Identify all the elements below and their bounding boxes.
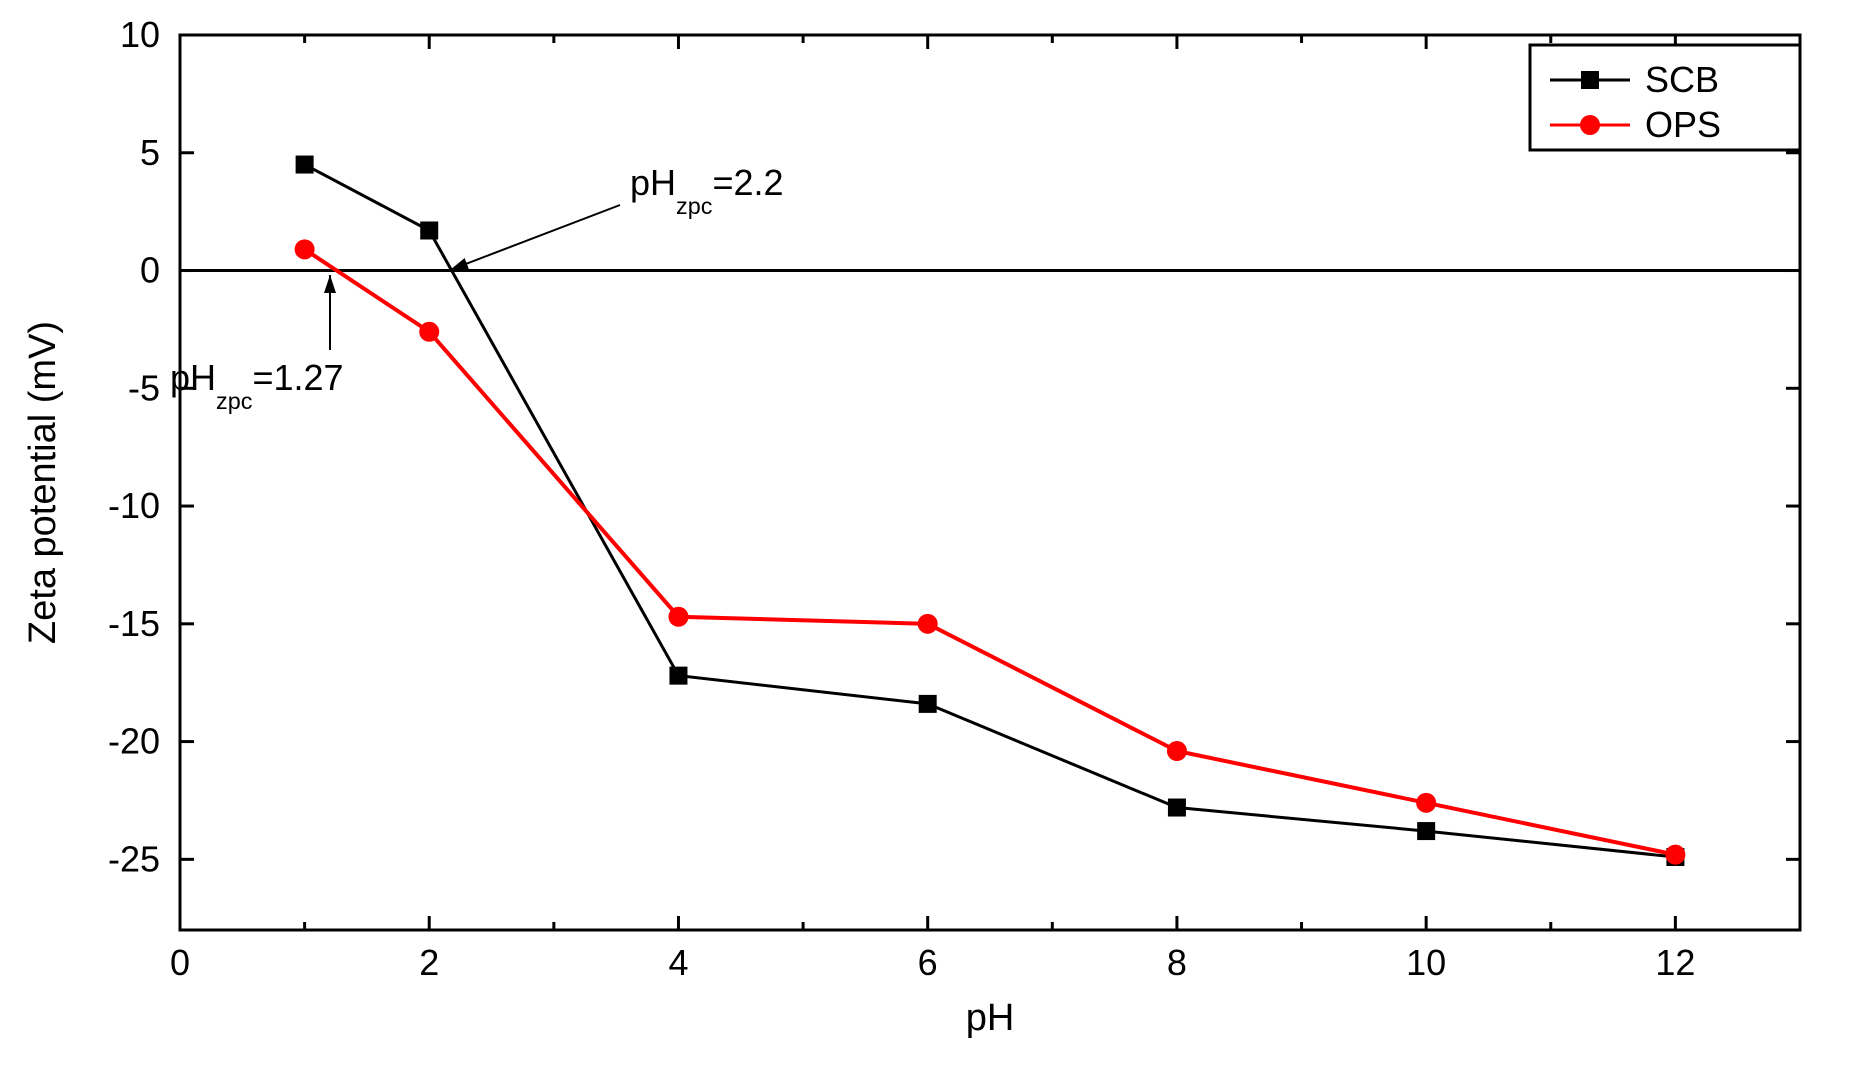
y-tick-label: -25 — [108, 838, 160, 879]
x-tick-label: 10 — [1406, 942, 1446, 983]
marker-square — [296, 156, 314, 174]
marker-circle — [918, 614, 938, 634]
y-tick-label: 10 — [120, 14, 160, 55]
x-tick-label: 4 — [668, 942, 688, 983]
marker-square — [919, 695, 937, 713]
marker-circle — [668, 607, 688, 627]
marker-square — [1417, 822, 1435, 840]
legend-marker-circle — [1580, 115, 1600, 135]
y-tick-label: 0 — [140, 250, 160, 291]
marker-circle — [419, 322, 439, 342]
marker-circle — [1167, 741, 1187, 761]
y-axis-label: Zeta potential (mV) — [22, 321, 64, 644]
x-tick-label: 8 — [1167, 942, 1187, 983]
y-tick-label: -5 — [128, 367, 160, 408]
y-tick-label: -10 — [108, 485, 160, 526]
chart-svg: 0 2 4 6 8 10 12 -25 -20 -15 -10 -5 0 5 10 pH Zeta potent… — [0, 0, 1872, 1065]
x-tick-label: 6 — [918, 942, 938, 983]
y-tick-label: -15 — [108, 603, 160, 644]
marker-circle — [1665, 845, 1685, 865]
legend-label: OPS — [1645, 104, 1721, 145]
y-tick-label: -20 — [108, 721, 160, 762]
legend-marker-square — [1581, 71, 1599, 89]
y-tick-label: 5 — [140, 132, 160, 173]
marker-square — [420, 221, 438, 239]
legend-label: SCB — [1645, 59, 1719, 100]
x-tick-label: 12 — [1655, 942, 1695, 983]
marker-square — [669, 667, 687, 685]
x-axis-label: pH — [966, 997, 1015, 1039]
marker-circle — [1416, 793, 1436, 813]
x-tick-label: 0 — [170, 942, 190, 983]
marker-circle — [295, 239, 315, 259]
marker-square — [1168, 799, 1186, 817]
x-tick-label: 2 — [419, 942, 439, 983]
